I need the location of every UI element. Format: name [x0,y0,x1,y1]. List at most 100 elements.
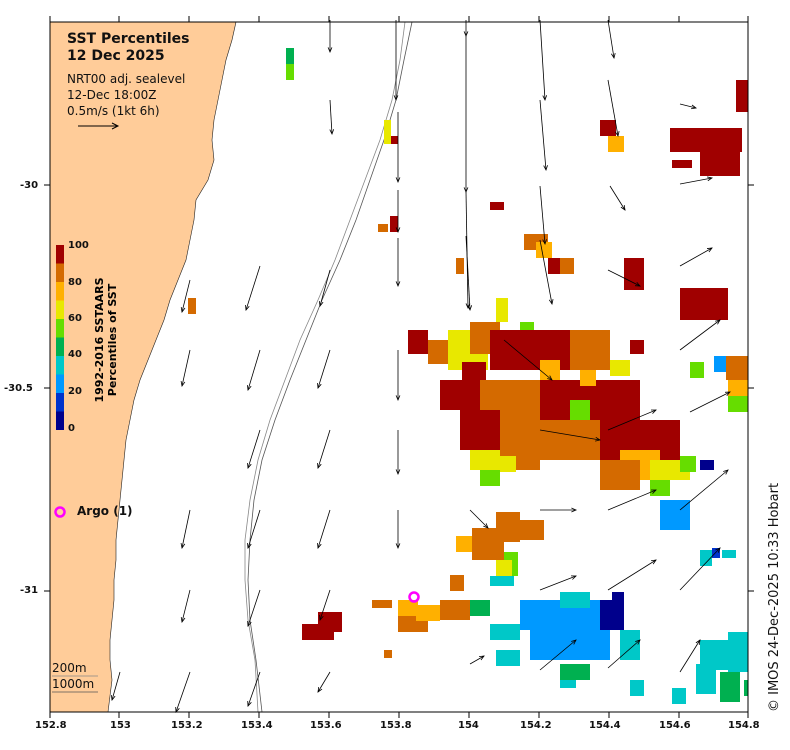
isobath-200m [244,21,406,713]
sst-cell [630,340,644,354]
sst-cell [672,160,692,168]
scale-text: 0.5m/s (1kt 6h) [67,104,160,118]
colorbar-segment [56,319,64,338]
sst-cell [428,340,448,364]
colorbar [56,245,64,430]
colorbar-segment [56,337,64,356]
sst-cell [540,360,560,380]
sst-cell [624,258,644,290]
sst-cell [660,500,690,530]
sst-cell [540,420,600,460]
sst-cell [520,322,534,330]
sst-cell [378,224,388,232]
x-tick-label: 154.2 [520,720,552,731]
sst-cell [286,64,294,80]
sst-cell [440,380,480,410]
sst-cell [728,632,748,672]
sst-cell [714,356,726,372]
sst-cell [188,298,196,314]
colorbar-segment [56,263,64,282]
colorbar-segment [56,356,64,375]
y-tick-label: -30 [20,180,39,191]
sst-cell [456,536,472,552]
sst-cell [332,624,342,632]
colorbar-segment [56,411,64,430]
sst-cell [390,216,398,232]
sst-cell [398,600,418,616]
colorbar-segment [56,245,64,264]
colorbar-segment [56,282,64,301]
sst-cell [490,202,504,210]
sst-cell [450,575,464,591]
scale-arrow [78,122,120,130]
sst-cell [608,136,624,152]
colorbar-segment [56,300,64,319]
sst-cell [490,624,520,640]
sst-cell [690,362,704,378]
sst-cell [520,520,544,540]
current-vectors [110,19,731,713]
sst-cell [496,512,520,542]
sst-cell [726,356,748,380]
sst-cell [560,664,590,680]
sst-cell [496,298,508,322]
sst-cell [700,460,714,470]
sst-cell [391,136,398,144]
colorbar-label-2: Percentiles of SST [106,283,119,397]
sst-cell [580,370,596,386]
sst-cell [600,120,616,136]
y-tick-label: -30.5 [4,383,33,394]
sst-cell [722,550,736,558]
sst-cell [570,400,590,420]
sst-cell [500,456,516,472]
x-tick-label: 154.4 [589,720,621,731]
sst-cell [600,460,640,490]
x-tick-label: 154 [458,720,479,731]
x-tick-label: 152.8 [35,720,67,731]
colorbar-segment [56,393,64,412]
x-tick-label: 154.6 [659,720,691,731]
product-time: 12-Dec 18:00Z [67,88,157,102]
x-tick-label: 154.8 [728,720,760,731]
colorbar-tick: 0 [68,423,75,434]
sst-cell [744,680,748,696]
sst-cell [536,242,552,258]
sst-cell [680,288,728,320]
credit-text: © IMOS 24-Dec-2025 10:33 Hobart [767,482,782,712]
sst-cell [630,680,644,696]
sst-percentile-cells [188,48,748,704]
sst-cell [650,480,670,496]
sst-cell [384,650,392,658]
sst-cell [480,470,500,486]
isobath-200m-label: 200m [52,661,87,675]
x-tick-label: 153.8 [380,720,412,731]
sst-cell [416,605,440,621]
sst-cell [612,592,624,608]
argo-float-marker [408,591,420,603]
colorbar-label-1: 1992-2016 SSTAARS [93,277,106,403]
sst-cell [620,630,640,660]
sst-cell [700,550,712,566]
sst-cell [570,330,610,370]
map-title: SST Percentiles [67,31,190,47]
y-tick-label: -31 [20,585,39,596]
sst-cell [700,152,740,176]
isobath-1000m-label: 1000m [52,677,95,691]
sst-cell [490,576,514,586]
sst-cell [470,600,490,616]
sst-cell [600,380,640,420]
sst-cell [470,450,500,470]
sst-cell [384,120,391,144]
sst-cell [456,258,464,274]
map-date: 12 Dec 2025 [67,48,165,64]
x-tick-label: 153.4 [241,720,273,731]
sst-cell [560,258,574,274]
colorbar-tick: 20 [68,386,82,397]
sst-cell [720,672,740,702]
sst-cell [610,360,630,376]
sst-cell [728,396,748,412]
sst-cell [496,650,520,666]
land-coastline [49,21,237,713]
sst-cell [460,410,500,450]
colorbar-tick: 40 [68,349,82,360]
